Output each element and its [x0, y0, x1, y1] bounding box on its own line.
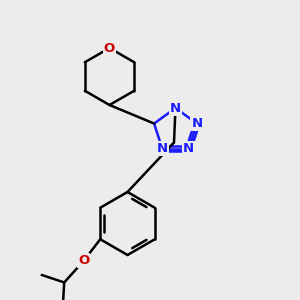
Text: O: O [104, 41, 115, 55]
Text: O: O [78, 254, 89, 267]
Text: N: N [157, 142, 168, 155]
Text: N: N [183, 142, 194, 155]
Text: N: N [170, 101, 181, 115]
Text: N: N [191, 117, 203, 130]
